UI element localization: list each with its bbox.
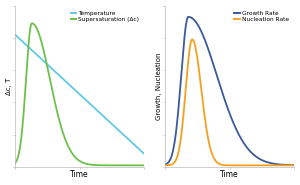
X-axis label: Time: Time — [70, 170, 89, 179]
Y-axis label: Growth, Nucleation: Growth, Nucleation — [156, 53, 162, 120]
Legend: Growth Rate, Nucleation Rate: Growth Rate, Nucleation Rate — [232, 9, 292, 25]
X-axis label: Time: Time — [220, 170, 239, 179]
Y-axis label: Δc, T: Δc, T — [6, 78, 12, 95]
Legend: Temperature, Supersaturation (Δc): Temperature, Supersaturation (Δc) — [68, 9, 142, 25]
